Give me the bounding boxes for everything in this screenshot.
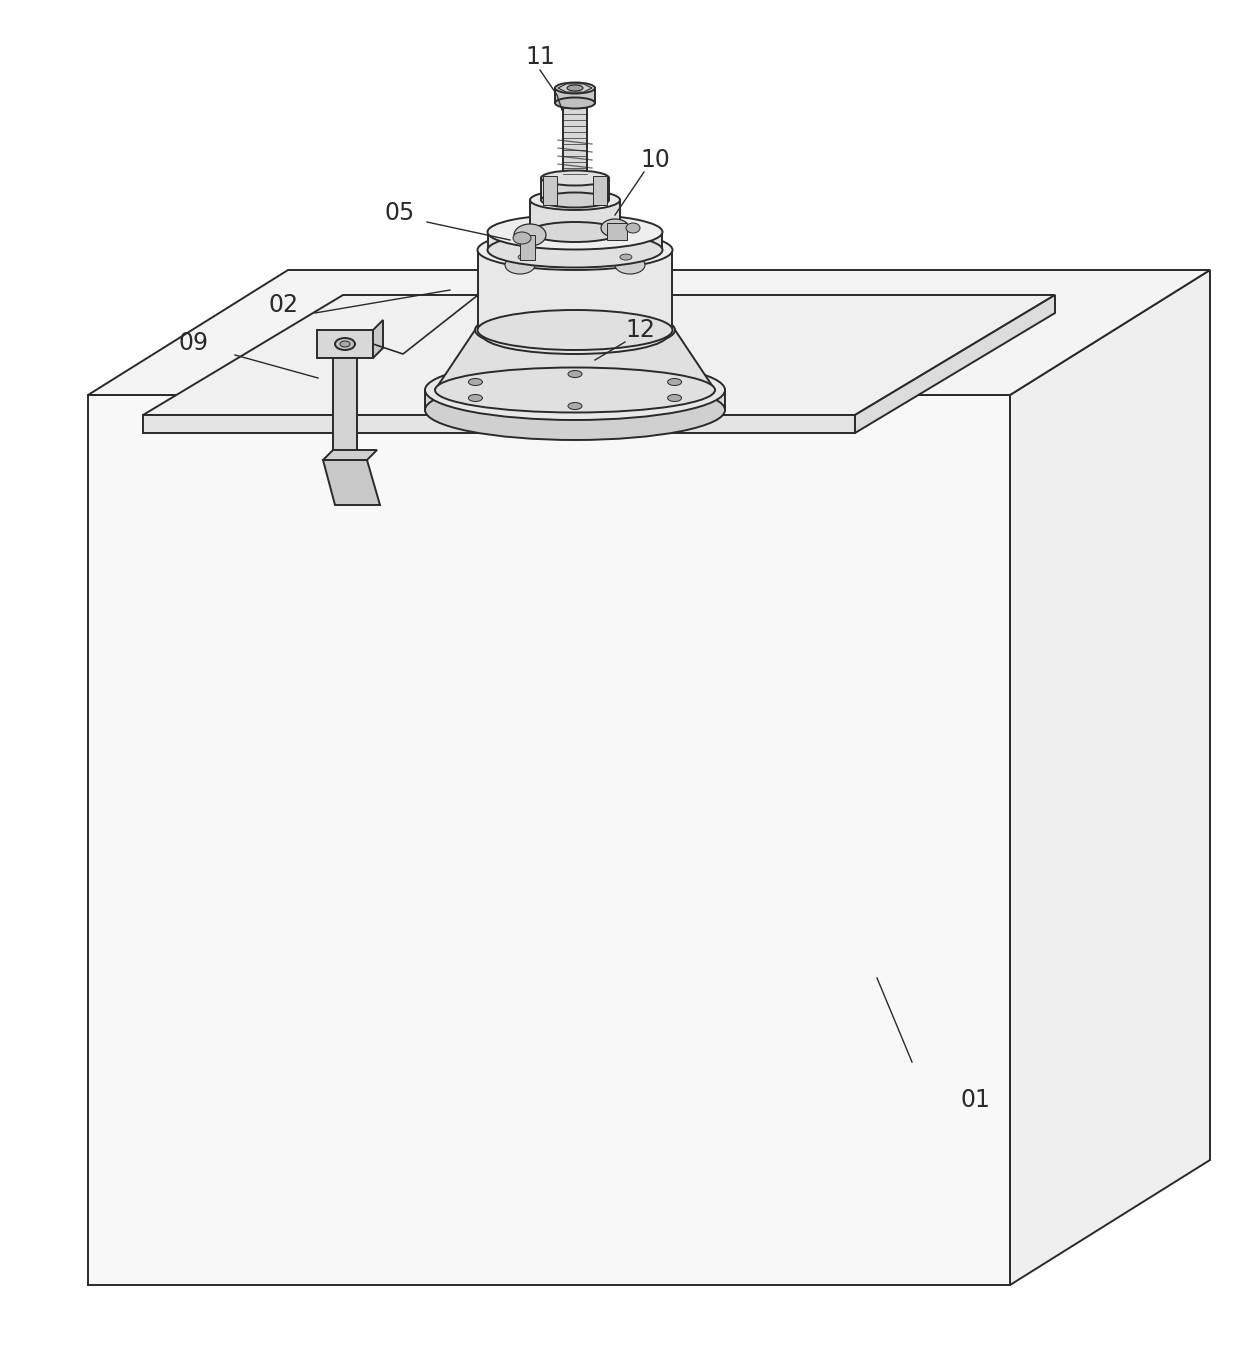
Polygon shape (543, 176, 557, 205)
Polygon shape (477, 251, 672, 330)
Ellipse shape (513, 232, 531, 244)
Ellipse shape (469, 379, 482, 385)
Text: 02: 02 (268, 294, 298, 317)
Ellipse shape (615, 256, 645, 273)
Polygon shape (529, 199, 620, 232)
Polygon shape (88, 269, 1210, 395)
Ellipse shape (518, 240, 529, 247)
Ellipse shape (563, 102, 587, 108)
Ellipse shape (541, 171, 609, 186)
Ellipse shape (482, 317, 667, 354)
Ellipse shape (568, 370, 582, 377)
Polygon shape (556, 88, 595, 102)
Ellipse shape (425, 380, 725, 440)
Ellipse shape (490, 373, 660, 408)
Ellipse shape (667, 395, 682, 401)
Ellipse shape (425, 360, 725, 420)
Polygon shape (558, 84, 591, 92)
Polygon shape (317, 330, 373, 358)
Ellipse shape (487, 233, 662, 268)
Ellipse shape (505, 256, 534, 273)
Ellipse shape (477, 230, 672, 269)
Ellipse shape (518, 255, 529, 260)
Text: 11: 11 (525, 44, 554, 69)
Ellipse shape (477, 310, 672, 350)
Ellipse shape (529, 190, 620, 210)
Ellipse shape (601, 220, 629, 237)
Ellipse shape (556, 97, 595, 109)
Ellipse shape (435, 368, 715, 412)
Text: 12: 12 (625, 318, 655, 342)
Ellipse shape (475, 308, 675, 352)
Ellipse shape (529, 222, 620, 242)
Text: 01: 01 (960, 1088, 990, 1113)
Text: 09: 09 (179, 331, 208, 356)
Ellipse shape (568, 403, 582, 409)
Polygon shape (489, 232, 662, 251)
Polygon shape (143, 415, 856, 432)
Polygon shape (435, 330, 715, 391)
Ellipse shape (335, 338, 355, 350)
Ellipse shape (556, 82, 595, 93)
Polygon shape (143, 295, 1055, 415)
Polygon shape (520, 234, 534, 260)
Polygon shape (541, 178, 609, 199)
Text: 05: 05 (384, 201, 415, 225)
Ellipse shape (667, 379, 682, 385)
Polygon shape (88, 395, 1011, 1285)
Ellipse shape (515, 224, 546, 247)
Polygon shape (322, 459, 379, 505)
Polygon shape (373, 321, 383, 358)
Ellipse shape (567, 85, 583, 92)
Ellipse shape (620, 255, 632, 260)
Text: 10: 10 (640, 148, 670, 172)
Ellipse shape (475, 369, 675, 411)
Ellipse shape (469, 395, 482, 401)
Ellipse shape (541, 193, 609, 207)
Ellipse shape (340, 341, 350, 348)
Ellipse shape (620, 240, 632, 247)
Polygon shape (856, 295, 1055, 432)
Polygon shape (608, 224, 627, 240)
Polygon shape (425, 391, 725, 409)
Polygon shape (1011, 269, 1210, 1285)
Polygon shape (593, 176, 608, 205)
Polygon shape (334, 358, 357, 459)
Ellipse shape (487, 214, 662, 249)
Polygon shape (563, 105, 587, 178)
Ellipse shape (626, 224, 640, 233)
Polygon shape (322, 450, 377, 459)
